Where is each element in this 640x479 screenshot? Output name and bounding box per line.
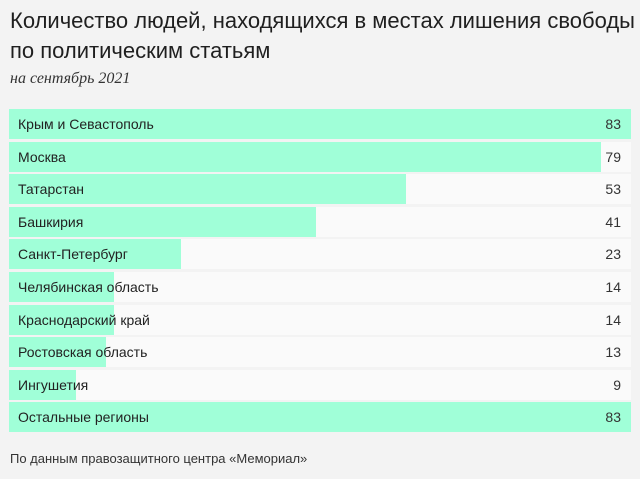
- bar-value: 14: [605, 278, 621, 295]
- bar-row: Челябинская область 14: [9, 271, 631, 302]
- bar-label: Татарстан: [18, 181, 85, 198]
- bar-value: 79: [605, 148, 621, 165]
- bar-value: 14: [605, 311, 621, 328]
- bar-value: 23: [605, 246, 621, 263]
- bar-label: Москва: [18, 148, 66, 165]
- bar-chart: Крым и Севастополь 83 Москва 79 Татарстан 53 Б…: [9, 109, 631, 435]
- bar: [9, 206, 317, 237]
- bar-value: 83: [605, 116, 621, 132]
- bar: [9, 239, 182, 270]
- bar-row: Остальные регионы 83: [9, 402, 631, 433]
- bar-row: Москва 79: [9, 141, 631, 172]
- bar: [9, 271, 114, 302]
- bar-row: Ростовская область 13: [9, 337, 631, 368]
- bar-row: Ингушетия 9: [9, 369, 631, 400]
- bar: [9, 304, 114, 335]
- chart-subtitle: на сентябрь 2021: [10, 70, 131, 87]
- bar: [9, 109, 631, 139]
- bar-label: Остальные регионы: [18, 409, 149, 426]
- bar: [9, 369, 77, 400]
- bar-row: Татарстан 53: [9, 174, 631, 205]
- bar: [9, 174, 407, 205]
- bar-label: Челябинская область: [18, 278, 159, 295]
- bar-value: 83: [605, 409, 621, 426]
- bar-value: 41: [605, 213, 621, 230]
- bar: [9, 337, 107, 368]
- bar-label: Краснодарский край: [18, 311, 150, 328]
- bar-label: Башкирия: [18, 213, 84, 230]
- source-note: По данным правозащитного центра «Мемориа…: [10, 451, 308, 466]
- bar-row: Санкт-Петербург 23: [9, 239, 631, 270]
- bar-row: Крым и Севастополь 83: [9, 109, 631, 139]
- bar-row: Башкирия 41: [9, 206, 631, 237]
- bar-value: 13: [605, 344, 621, 361]
- bar-row: Краснодарский край 14: [9, 304, 631, 335]
- bar-value: 53: [605, 181, 621, 198]
- bar-label: Ингушетия: [18, 376, 89, 393]
- bar-label: Ростовская область: [18, 344, 148, 361]
- bar: [9, 141, 602, 172]
- bar-value: 9: [613, 376, 621, 393]
- bar: [9, 402, 631, 433]
- bar-label: Санкт-Петербург: [18, 246, 128, 263]
- bar-label: Крым и Севастополь: [18, 116, 154, 132]
- chart-title: Количество людей, находящихся в местах л…: [10, 8, 635, 63]
